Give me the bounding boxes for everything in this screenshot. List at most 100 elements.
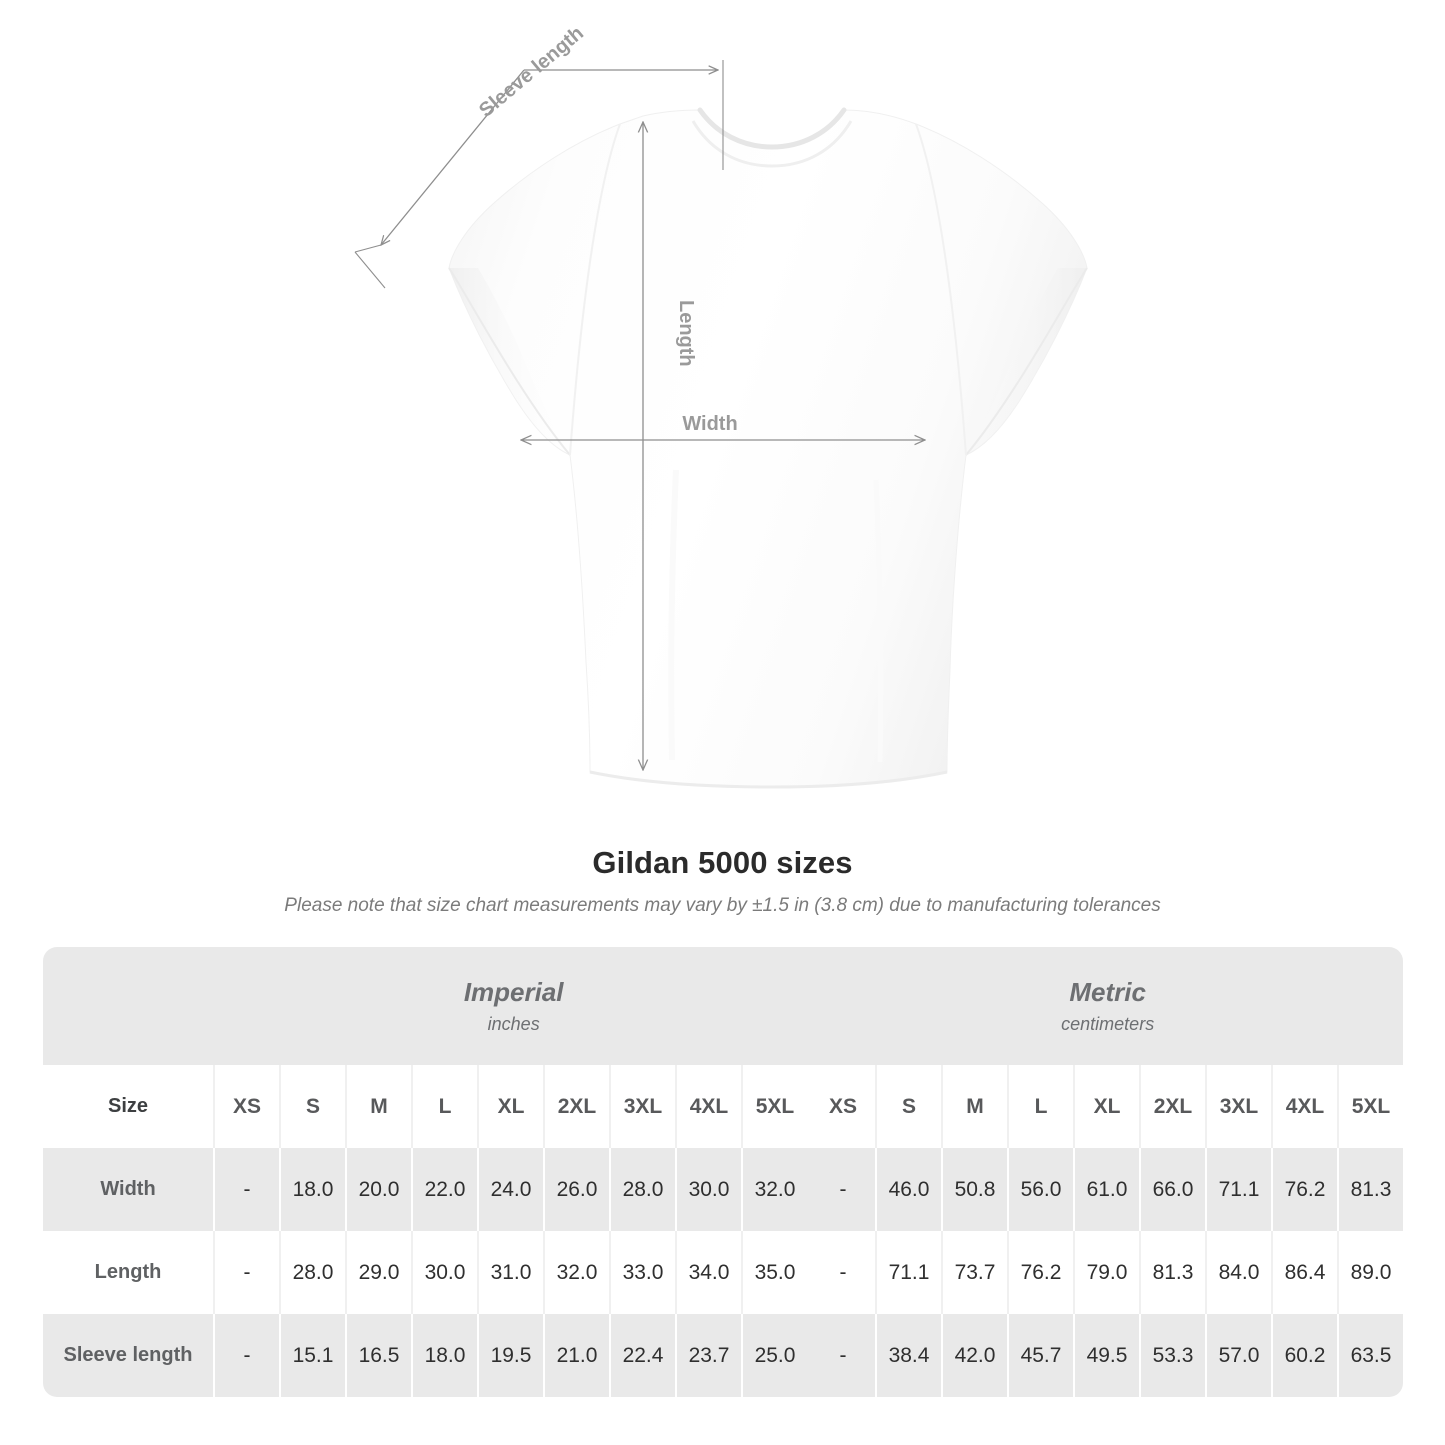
tshirt-body xyxy=(448,109,1088,788)
cell-value: 71.1 xyxy=(877,1231,943,1314)
right-sleeve-hem xyxy=(965,267,1088,456)
fold-right xyxy=(873,479,884,763)
cell-value: 32.0 xyxy=(754,1177,796,1201)
unit-section-metric: Metric centimeters xyxy=(812,947,1403,1065)
cell-value: 22.0 xyxy=(413,1148,479,1231)
cell-value: 73.7 xyxy=(943,1231,1009,1314)
cell-value: 35.0 xyxy=(754,1260,796,1284)
right-armhole-seam xyxy=(915,123,967,456)
cell-value: 25.0 xyxy=(754,1343,796,1367)
left-sleeve-hem xyxy=(448,267,571,456)
cell-value: 26.0 xyxy=(545,1148,611,1231)
row-label-length: Length xyxy=(43,1231,215,1314)
header-cell-size: L xyxy=(413,1065,479,1148)
cell-value: 81.3 xyxy=(1141,1231,1207,1314)
cell-value: 19.5 xyxy=(479,1314,545,1397)
header-cell-size: M xyxy=(347,1065,413,1148)
cell-value: 24.0 xyxy=(479,1148,545,1231)
cell-value: 45.7 xyxy=(1009,1314,1075,1397)
row-group-metric: - 71.1 73.7 76.2 79.0 81.3 84.0 86.4 89.… xyxy=(811,1231,1403,1314)
collar-rib xyxy=(697,107,847,150)
cell-value: 30.0 xyxy=(413,1231,479,1314)
header-cell-size: L xyxy=(1009,1065,1075,1148)
header-group-metric: XS S M L XL 2XL 3XL 4XL 5XL xyxy=(811,1065,1403,1148)
sleeve-hem-connector xyxy=(354,244,382,253)
unit-subtitle-metric: centimeters xyxy=(1061,1014,1155,1034)
unit-subtitle-imperial: inches xyxy=(487,1014,540,1034)
table-header-row: Size XS S M L XL 2XL 3XL 4XL 5XL XS S M … xyxy=(43,1065,1403,1148)
cell-value: 49.5 xyxy=(1075,1314,1141,1397)
cell-value: 89.0 xyxy=(1350,1260,1392,1284)
cell-value: 42.0 xyxy=(943,1314,1009,1397)
table-row: Width - 18.0 20.0 22.0 24.0 26.0 28.0 30… xyxy=(43,1148,1403,1231)
cell-value: 50.8 xyxy=(943,1148,1009,1231)
cell-value: 21.0 xyxy=(545,1314,611,1397)
cell-value: 60.2 xyxy=(1273,1314,1339,1397)
cell-value: 53.3 xyxy=(1141,1314,1207,1397)
cell-value: 81.3 xyxy=(1350,1177,1392,1201)
cell-value: - xyxy=(811,1148,877,1231)
unit-header-spacer xyxy=(43,947,215,1065)
tshirt-measurement-diagram: Sleeve length Length Width xyxy=(354,22,1088,789)
tshirt-silhouette xyxy=(448,107,1088,789)
header-cell-size: 2XL xyxy=(545,1065,611,1148)
left-armhole-seam xyxy=(569,123,621,456)
page-title: Gildan 5000 sizes xyxy=(592,845,853,880)
header-cell-size: XL xyxy=(1075,1065,1141,1148)
length-label: Length xyxy=(675,300,697,367)
cell-value: 63.5 xyxy=(1350,1343,1392,1367)
cell-value: 46.0 xyxy=(877,1148,943,1231)
cell-value: 22.4 xyxy=(611,1314,677,1397)
cell-value: 18.0 xyxy=(413,1314,479,1397)
cell-value: 28.0 xyxy=(281,1231,347,1314)
size-chart-table: Imperial inches Metric centimeters Size … xyxy=(43,947,1403,1397)
cell-value: 16.5 xyxy=(347,1314,413,1397)
table-row: Sleeve length - 15.1 16.5 18.0 19.5 21.0… xyxy=(43,1314,1403,1397)
row-label-sleeve-length: Sleeve length xyxy=(43,1314,215,1397)
cell-value: 76.2 xyxy=(1009,1231,1075,1314)
cell-value: 34.0 xyxy=(677,1231,743,1314)
header-cell-size: XL xyxy=(479,1065,545,1148)
sleeve-length-label: Sleeve length xyxy=(475,22,588,122)
header-cell-size: 5XL xyxy=(1351,1094,1391,1118)
left-sleeve-shadow xyxy=(449,268,570,455)
row-group-metric: - 38.4 42.0 45.7 49.5 53.3 57.0 60.2 63.… xyxy=(811,1314,1403,1397)
unit-header-row: Imperial inches Metric centimeters xyxy=(43,947,1403,1065)
cell-value: - xyxy=(215,1148,281,1231)
unit-section-imperial: Imperial inches xyxy=(215,947,812,1065)
cell-value: 32.0 xyxy=(545,1231,611,1314)
collar-inner xyxy=(691,120,853,168)
cell-value: 23.7 xyxy=(677,1314,743,1397)
cell-value: 18.0 xyxy=(281,1148,347,1231)
width-label: Width xyxy=(682,413,737,435)
header-cell-size: XS xyxy=(215,1065,281,1148)
header-size-label: Size xyxy=(43,1065,215,1148)
header-cell-size: 4XL xyxy=(677,1065,743,1148)
fold-left xyxy=(668,469,679,761)
table-row: Length - 28.0 29.0 30.0 31.0 32.0 33.0 3… xyxy=(43,1231,1403,1314)
cell-value: 66.0 xyxy=(1141,1148,1207,1231)
header-cell-size: S xyxy=(281,1065,347,1148)
row-group-imperial: - 18.0 20.0 22.0 24.0 26.0 28.0 30.0 32.… xyxy=(215,1148,807,1231)
cell-value: 29.0 xyxy=(347,1231,413,1314)
cell-value: - xyxy=(811,1314,877,1397)
header-cell-size: 2XL xyxy=(1141,1065,1207,1148)
header-cell-size: 5XL xyxy=(755,1094,795,1118)
header-cell-size: S xyxy=(877,1065,943,1148)
cell-value: 57.0 xyxy=(1207,1314,1273,1397)
cell-value: - xyxy=(215,1314,281,1397)
header-group-imperial: XS S M L XL 2XL 3XL 4XL 5XL xyxy=(215,1065,807,1148)
cell-value: 79.0 xyxy=(1075,1231,1141,1314)
cell-value: 56.0 xyxy=(1009,1148,1075,1231)
page-subtitle: Please note that size chart measurements… xyxy=(284,895,1161,916)
cell-value: 28.0 xyxy=(611,1148,677,1231)
cell-value: 31.0 xyxy=(479,1231,545,1314)
cell-value: 20.0 xyxy=(347,1148,413,1231)
cell-value: 76.2 xyxy=(1273,1148,1339,1231)
cell-value: 61.0 xyxy=(1075,1148,1141,1231)
right-sleeve-shadow xyxy=(966,268,1087,455)
cell-value: - xyxy=(215,1231,281,1314)
cell-value: 33.0 xyxy=(611,1231,677,1314)
row-group-imperial: - 28.0 29.0 30.0 31.0 32.0 33.0 34.0 35.… xyxy=(215,1231,807,1314)
row-label-width: Width xyxy=(43,1148,215,1231)
